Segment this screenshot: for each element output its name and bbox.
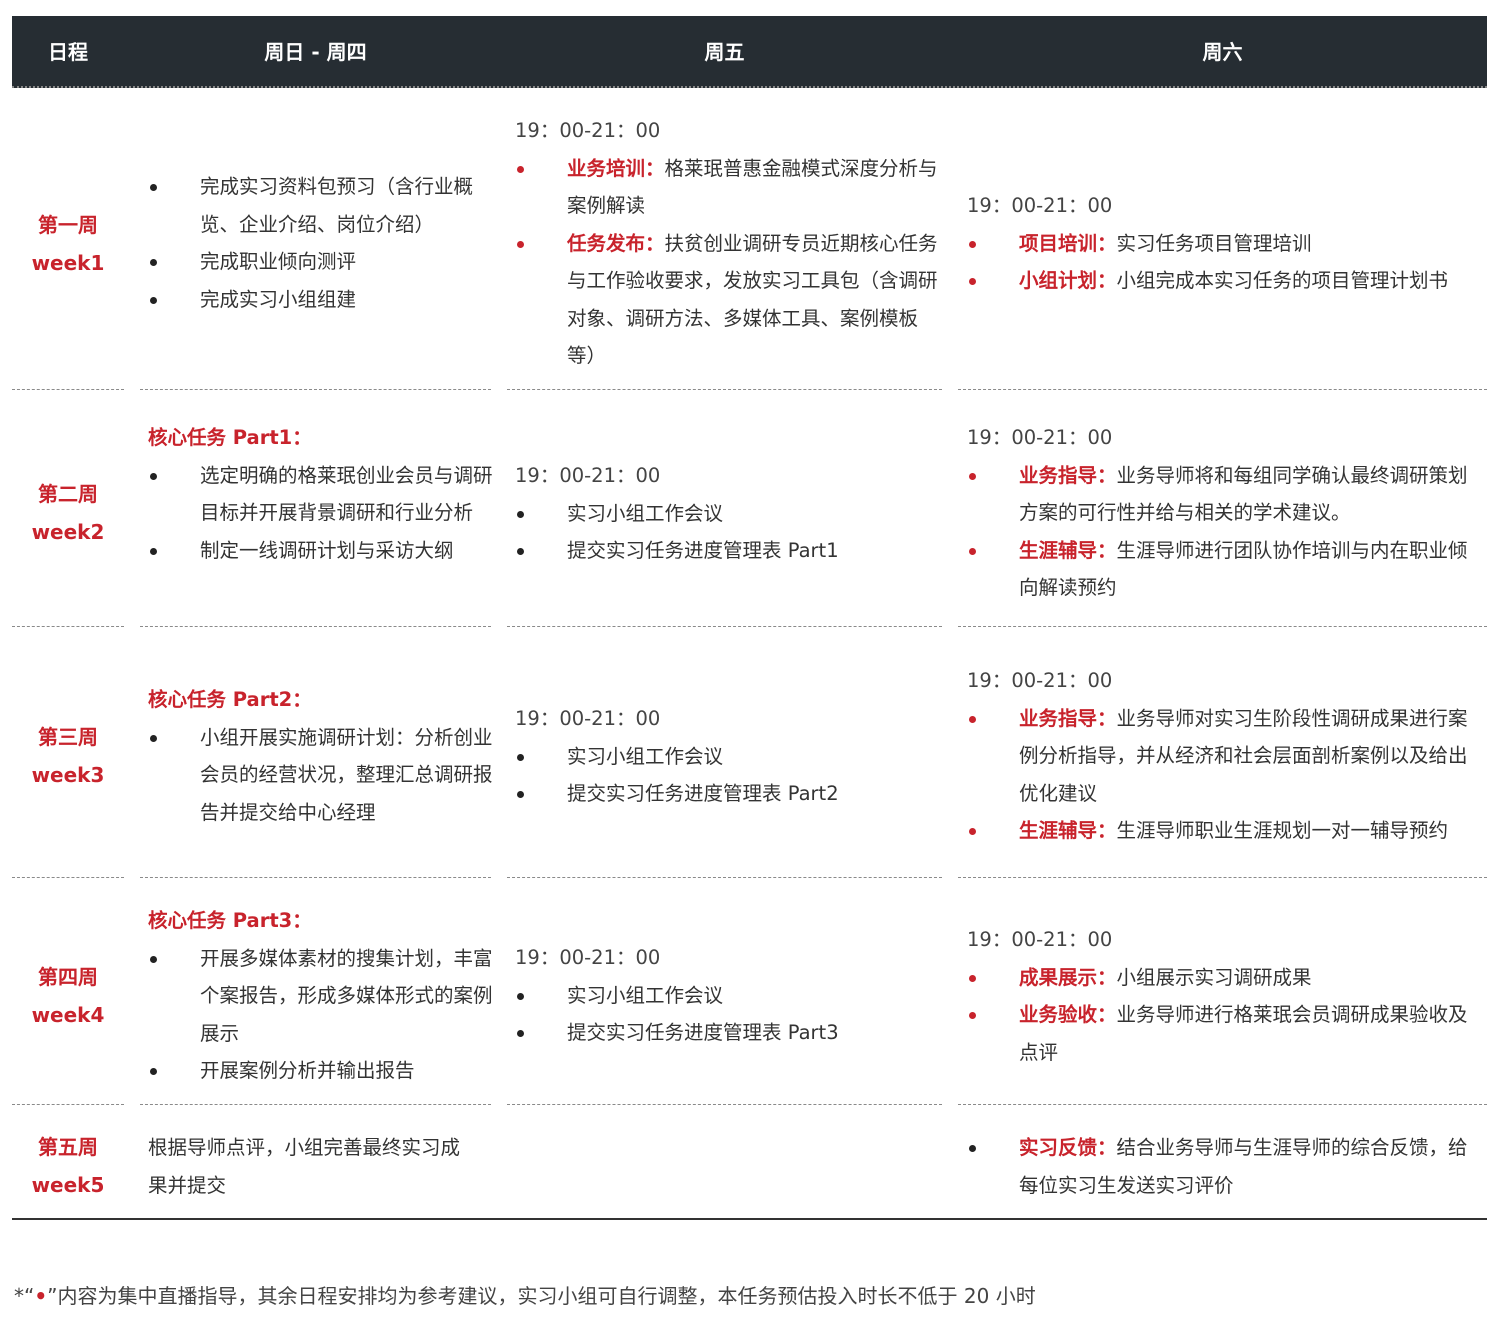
list-item: 业务指导：业务导师对实习生阶段性调研成果进行案例分析指导，并从经济和社会层面剖析… bbox=[967, 700, 1472, 813]
footnote: *“•”内容为集中直播指导，其余日程安排均为参考建议，实习小组可自行调整，本任务… bbox=[14, 1280, 1036, 1309]
list-item: 提交实习任务进度管理表 Part3 bbox=[515, 1014, 940, 1052]
red-dot-icon: • bbox=[34, 1284, 48, 1308]
header-fri: 周五 bbox=[704, 40, 745, 64]
list-item: 小组开展实施调研计划：分析创业会员的经营状况，整理汇总调研报告并提交给中心经理 bbox=[148, 719, 493, 832]
row-divider bbox=[958, 877, 1487, 878]
list-item: 制定一线调研计划与采访大纲 bbox=[148, 532, 493, 570]
week-en: week1 bbox=[31, 251, 105, 275]
schedule-header: 日程 周日 - 周四 周五 周六 bbox=[12, 16, 1487, 88]
row-divider bbox=[140, 1104, 491, 1105]
fri-cell: 19：00-21：00 实习小组工作会议 提交实习任务进度管理表 Part1 bbox=[515, 457, 940, 570]
list-item: 业务验收：业务导师进行格莱珉会员调研成果验收及点评 bbox=[967, 996, 1472, 1071]
row-divider bbox=[12, 877, 124, 878]
week-cn: 第五周 bbox=[38, 1135, 98, 1159]
row-divider bbox=[958, 1104, 1487, 1105]
row-divider bbox=[140, 877, 491, 878]
week-cn: 第二周 bbox=[38, 482, 98, 506]
sat-cell: 19：00-21：00 业务指导：业务导师对实习生阶段性调研成果进行案例分析指导… bbox=[967, 662, 1472, 850]
time-slot: 19：00-21：00 bbox=[967, 194, 1113, 217]
week-en: week5 bbox=[31, 1173, 105, 1197]
list-item: 业务指导：业务导师将和每组同学确认最终调研策划方案的可行性并给与相关的学术建议。 bbox=[967, 457, 1472, 532]
sun-thu-cell: 根据导师点评，小组完善最终实习成果并提交 bbox=[148, 1136, 461, 1197]
header-divider bbox=[12, 86, 1487, 88]
row-divider bbox=[507, 1104, 942, 1105]
row-divider bbox=[507, 626, 942, 627]
time-slot: 19：00-21：00 bbox=[967, 669, 1113, 692]
time-slot: 19：00-21：00 bbox=[515, 707, 661, 730]
sat-cell: 实习反馈：结合业务导师与生涯导师的综合反馈，给每位实习生发送实习评价 bbox=[967, 1129, 1472, 1204]
row-divider bbox=[140, 389, 491, 390]
sun-thu-cell: 核心任务 Part1： 选定明确的格莱珉创业会员与调研目标并开展背景调研和行业分… bbox=[148, 419, 493, 569]
time-slot: 19：00-21：00 bbox=[515, 946, 661, 969]
list-item: 项目培训：实习任务项目管理培训 bbox=[967, 225, 1472, 263]
row-divider bbox=[12, 1104, 124, 1105]
list-item: 实习小组工作会议 bbox=[515, 977, 940, 1015]
header-sun-thu: 周日 - 周四 bbox=[264, 40, 367, 64]
list-item: 成果展示：小组展示实习调研成果 bbox=[967, 959, 1472, 997]
list-item: 提交实习任务进度管理表 Part2 bbox=[515, 775, 940, 813]
row-divider bbox=[140, 626, 491, 627]
list-item: 实习小组工作会议 bbox=[515, 495, 940, 533]
row-divider bbox=[507, 877, 942, 878]
footnote-text: ”内容为集中直播指导，其余日程安排均为参考建议，实习小组可自行调整，本任务预估投… bbox=[47, 1284, 1036, 1308]
week-cn: 第三周 bbox=[38, 725, 98, 749]
list-item: 选定明确的格莱珉创业会员与调研目标并开展背景调研和行业分析 bbox=[148, 457, 493, 532]
week-en: week3 bbox=[31, 763, 105, 787]
week-en: week4 bbox=[31, 1003, 105, 1027]
list-item: 完成实习资料包预习（含行业概览、企业介绍、岗位介绍） bbox=[148, 168, 493, 243]
sun-thu-cell: 完成实习资料包预习（含行业概览、企业介绍、岗位介绍） 完成职业倾向测评 完成实习… bbox=[148, 168, 493, 318]
row-divider bbox=[958, 626, 1487, 627]
row-divider bbox=[12, 389, 124, 390]
time-slot: 19：00-21：00 bbox=[967, 426, 1113, 449]
list-item: 小组计划：小组完成本实习任务的项目管理计划书 bbox=[967, 262, 1472, 300]
list-item: 开展多媒体素材的搜集计划，丰富个案报告，形成多媒体形式的案例展示 bbox=[148, 940, 493, 1053]
fri-cell: 19：00-21：00 业务培训：格莱珉普惠金融模式深度分析与案例解读 任务发布… bbox=[515, 112, 940, 375]
table-bottom-rule bbox=[12, 1218, 1487, 1220]
sat-cell: 19：00-21：00 项目培训：实习任务项目管理培训 小组计划：小组完成本实习… bbox=[967, 187, 1472, 300]
list-item: 生涯辅导：生涯导师职业生涯规划一对一辅导预约 bbox=[967, 812, 1472, 850]
sat-cell: 19：00-21：00 业务指导：业务导师将和每组同学确认最终调研策划方案的可行… bbox=[967, 419, 1472, 607]
row-divider bbox=[507, 389, 942, 390]
task-title: 核心任务 Part2： bbox=[148, 688, 312, 711]
sat-cell: 19：00-21：00 成果展示：小组展示实习调研成果 业务验收：业务导师进行格… bbox=[967, 921, 1472, 1071]
sun-thu-cell: 核心任务 Part3： 开展多媒体素材的搜集计划，丰富个案报告，形成多媒体形式的… bbox=[148, 902, 493, 1090]
fri-cell: 19：00-21：00 实习小组工作会议 提交实习任务进度管理表 Part2 bbox=[515, 700, 940, 813]
week-en: week2 bbox=[31, 520, 105, 544]
task-title: 核心任务 Part3： bbox=[148, 909, 312, 932]
list-item: 开展案例分析并输出报告 bbox=[148, 1052, 493, 1090]
list-item: 业务培训：格莱珉普惠金融模式深度分析与案例解读 bbox=[515, 150, 940, 225]
fri-cell: 19：00-21：00 实习小组工作会议 提交实习任务进度管理表 Part3 bbox=[515, 939, 940, 1052]
header-sat: 周六 bbox=[1202, 40, 1243, 64]
row-divider bbox=[12, 626, 124, 627]
list-item: 任务发布：扶贫创业调研专员近期核心任务与工作验收要求，发放实习工具包（含调研对象… bbox=[515, 225, 940, 375]
week-label-5: 第五周 week5 bbox=[12, 1128, 124, 1204]
header-schedule: 日程 bbox=[48, 40, 88, 64]
list-item: 实习小组工作会议 bbox=[515, 738, 940, 776]
list-item: 实习反馈：结合业务导师与生涯导师的综合反馈，给每位实习生发送实习评价 bbox=[967, 1129, 1472, 1204]
week-label-2: 第二周 week2 bbox=[12, 475, 124, 551]
row-divider bbox=[958, 389, 1487, 390]
week-label-3: 第三周 week3 bbox=[12, 718, 124, 794]
week-label-1: 第一周 week1 bbox=[12, 206, 124, 282]
list-item: 完成实习小组组建 bbox=[148, 281, 493, 319]
list-item: 生涯辅导：生涯导师进行团队协作培训与内在职业倾向解读预约 bbox=[967, 532, 1472, 607]
list-item: 完成职业倾向测评 bbox=[148, 243, 493, 281]
list-item: 提交实习任务进度管理表 Part1 bbox=[515, 532, 940, 570]
time-slot: 19：00-21：00 bbox=[515, 464, 661, 487]
week-cn: 第一周 bbox=[38, 213, 98, 237]
footnote-prefix: *“ bbox=[14, 1284, 35, 1308]
week-label-4: 第四周 week4 bbox=[12, 958, 124, 1034]
sun-thu-cell: 核心任务 Part2： 小组开展实施调研计划：分析创业会员的经营状况，整理汇总调… bbox=[148, 681, 493, 831]
task-title: 核心任务 Part1： bbox=[148, 426, 312, 449]
week-cn: 第四周 bbox=[38, 965, 98, 989]
time-slot: 19：00-21：00 bbox=[967, 928, 1113, 951]
time-slot: 19：00-21：00 bbox=[515, 119, 661, 142]
